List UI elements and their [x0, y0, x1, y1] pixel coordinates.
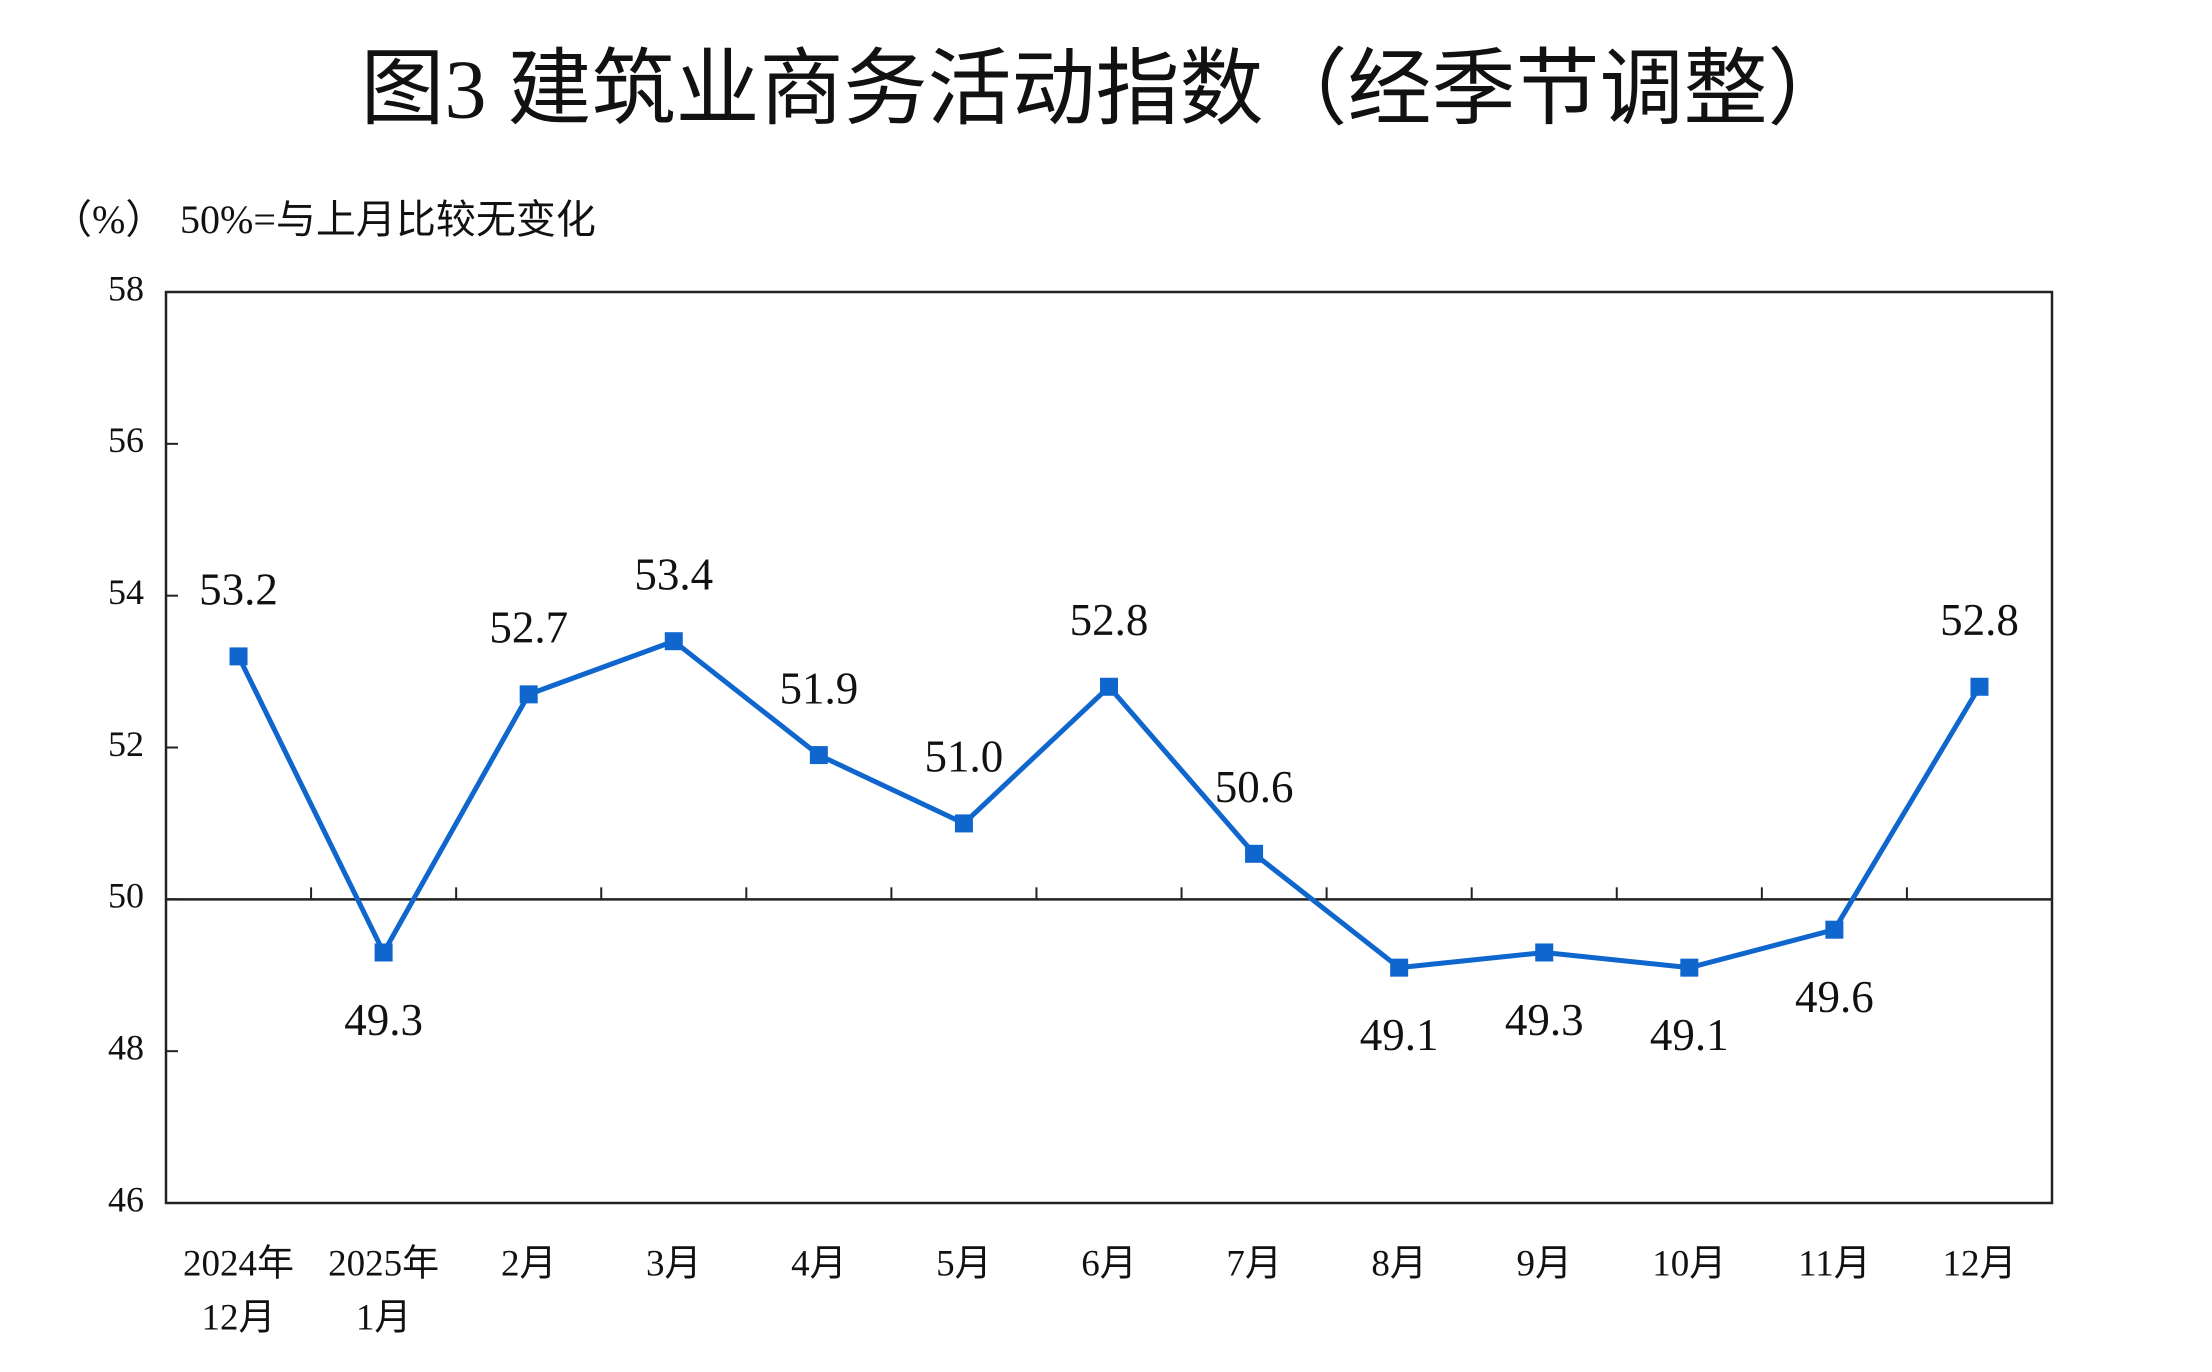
- y-tick-label: 46: [108, 1179, 144, 1219]
- x-tick-label: 7月: [1226, 1243, 1282, 1284]
- y-axis-label: （%）: [52, 197, 165, 242]
- x-tick-label: 12月: [202, 1297, 276, 1338]
- marker: [1825, 920, 1844, 939]
- marker: [1680, 958, 1699, 977]
- data-label: 49.3: [344, 995, 423, 1045]
- x-tick-label: 2024年: [183, 1242, 294, 1284]
- x-tick-label: 2月: [501, 1243, 557, 1284]
- y-tick-label: 54: [108, 572, 144, 612]
- y-tick-label: 56: [108, 420, 144, 460]
- y-tick-label: 48: [108, 1027, 144, 1067]
- annotation: 50%=与上月比较无变化: [180, 197, 596, 242]
- marker: [664, 632, 683, 651]
- plot-frame: [164, 290, 2054, 1205]
- x-tick-label: 4月: [791, 1243, 847, 1284]
- data-label: 49.6: [1795, 972, 1874, 1022]
- x-tick-label: 6月: [1081, 1243, 1137, 1284]
- marker: [374, 943, 393, 962]
- marker: [1970, 677, 1989, 696]
- data-label: 51.9: [779, 663, 858, 713]
- marker: [1100, 677, 1118, 696]
- x-tick-label: 8月: [1371, 1243, 1427, 1284]
- data-label: 53.4: [634, 550, 713, 600]
- data-label: 49.1: [1360, 1010, 1439, 1060]
- marker: [1390, 958, 1409, 977]
- data-label: 49.1: [1650, 1010, 1729, 1060]
- data-label: 50.6: [1215, 762, 1294, 812]
- x-tick-label: 3月: [646, 1243, 702, 1284]
- data-label: 52.7: [489, 603, 568, 653]
- data-label: 49.3: [1505, 995, 1584, 1045]
- marker: [1245, 844, 1264, 863]
- data-label: 53.2: [199, 565, 278, 615]
- x-tick-label: 11月: [1798, 1243, 1871, 1284]
- marker: [1535, 943, 1554, 962]
- x-tick-label: 12月: [1942, 1243, 2016, 1284]
- marker: [809, 746, 828, 765]
- marker: [519, 685, 538, 704]
- data-label: 52.8: [1940, 595, 2019, 645]
- marker: [954, 814, 973, 833]
- y-tick-label: 52: [108, 724, 144, 764]
- chart-title: 图3 建筑业商务活动指数（经季节调整）: [360, 43, 1851, 136]
- x-tick-label: 1月: [356, 1297, 412, 1338]
- x-tick-label: 5月: [936, 1243, 992, 1284]
- data-label: 52.8: [1070, 595, 1149, 645]
- y-tick-label: 58: [108, 268, 144, 308]
- x-tick-label: 2025年: [328, 1242, 439, 1284]
- data-label: 51.0: [925, 732, 1004, 782]
- x-tick-label: 10月: [1652, 1243, 1726, 1284]
- x-tick-label: 9月: [1516, 1243, 1572, 1284]
- marker: [229, 647, 248, 666]
- y-tick-label: 50: [108, 876, 144, 916]
